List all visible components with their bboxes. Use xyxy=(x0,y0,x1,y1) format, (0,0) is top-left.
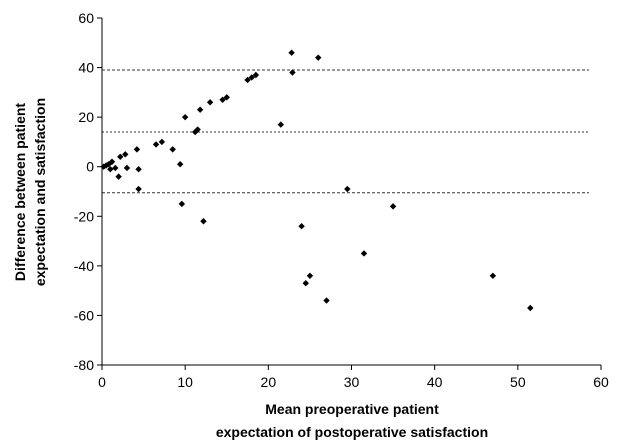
x-axis-title-line-2: expectation of postoperative satisfactio… xyxy=(216,424,488,440)
data-point xyxy=(178,200,186,208)
data-point xyxy=(306,272,314,279)
data-point xyxy=(323,297,330,304)
data-point xyxy=(158,138,166,146)
data-point xyxy=(169,146,176,153)
data-point xyxy=(108,158,116,165)
data-point xyxy=(389,203,397,210)
data-point xyxy=(176,161,184,168)
data-point xyxy=(489,272,497,279)
x-tick-label: 50 xyxy=(510,374,526,390)
data-point xyxy=(135,185,142,193)
y-ticks: -80 -60 -40 -20 0 20 40 60 xyxy=(74,10,102,373)
y-tick-label: -20 xyxy=(74,208,94,224)
data-point xyxy=(527,304,534,312)
y-tick-label: -80 xyxy=(74,357,94,373)
y-axis-title-line-2: expectation and satisfaction xyxy=(32,98,48,286)
axes xyxy=(101,18,601,366)
data-point xyxy=(112,164,119,172)
data-point xyxy=(360,250,368,257)
x-tick-label: 10 xyxy=(177,374,193,390)
data-point xyxy=(152,141,160,148)
x-tick-label: 40 xyxy=(427,374,443,390)
data-point xyxy=(277,121,285,128)
data-point xyxy=(223,94,230,101)
x-ticks: 0 10 20 30 40 50 60 xyxy=(98,365,609,390)
data-point xyxy=(206,99,214,106)
y-axis-title-line-1: Difference between patient xyxy=(12,103,28,281)
data-point xyxy=(219,96,226,103)
x-tick-label: 30 xyxy=(344,374,360,390)
data-point xyxy=(252,71,260,79)
reference-lines xyxy=(102,69,589,194)
data-point xyxy=(122,151,129,158)
y-tick-label: -40 xyxy=(74,258,94,274)
data-point xyxy=(117,153,124,160)
data-point xyxy=(135,165,142,173)
data-points xyxy=(100,49,534,312)
y-tick-label: 20 xyxy=(78,109,94,125)
data-point xyxy=(123,164,131,172)
y-tick-label: 0 xyxy=(86,159,94,175)
y-tick-label: 40 xyxy=(78,60,94,76)
x-tick-label: 20 xyxy=(261,374,277,390)
data-point xyxy=(344,185,351,193)
y-tick-label: 60 xyxy=(78,10,94,26)
data-point xyxy=(133,146,141,153)
data-point xyxy=(289,69,296,76)
data-point xyxy=(298,223,305,230)
data-point xyxy=(196,106,204,113)
x-axis-title-line-1: Mean preoperative patient xyxy=(265,401,439,417)
y-tick-label: -60 xyxy=(74,307,94,323)
data-point xyxy=(315,54,322,61)
data-point xyxy=(248,74,255,81)
data-point xyxy=(181,113,189,121)
data-point xyxy=(115,173,122,180)
x-axis-title: Mean preoperative patient expectation of… xyxy=(216,401,488,440)
y-axis-title: Difference between patient expectation a… xyxy=(12,98,48,286)
data-point xyxy=(302,280,309,287)
data-point xyxy=(191,128,199,136)
data-point xyxy=(107,165,114,173)
data-point xyxy=(244,76,251,84)
x-tick-label: 60 xyxy=(593,374,609,390)
data-point xyxy=(105,161,112,168)
data-point xyxy=(288,49,295,56)
data-point xyxy=(194,126,201,133)
x-tick-label: 0 xyxy=(98,374,106,390)
data-point xyxy=(200,218,207,225)
